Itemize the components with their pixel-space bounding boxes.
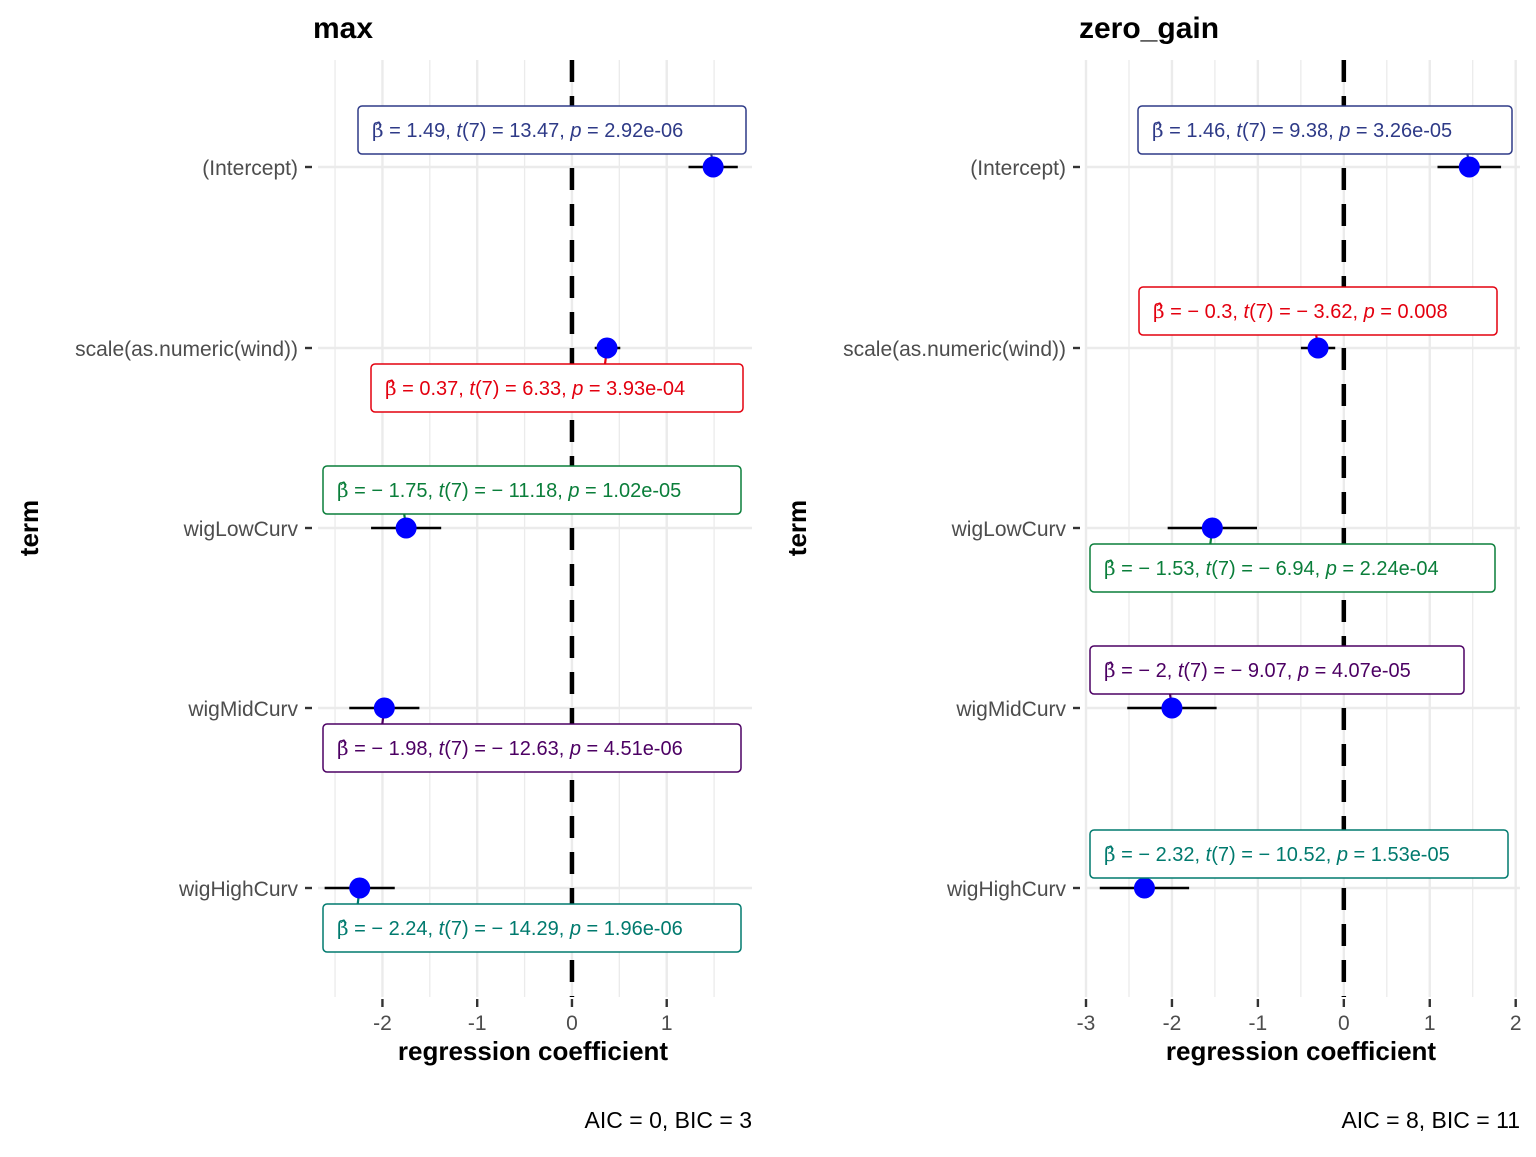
stat-label: β̂ = − 2.32, t(7) = − 10.52, p = 1.53e-0… [1089, 829, 1509, 879]
estimate-point [596, 337, 618, 359]
panel-title: zero_gain [1079, 12, 1219, 45]
model-caption: AIC = 8, BIC = 11 [1341, 1107, 1520, 1133]
stat-label: β̂ = 1.49, t(7) = 13.47, p = 2.92e-06 [357, 105, 747, 155]
model-caption: AIC = 0, BIC = 3 [585, 1107, 752, 1133]
estimate-point [1307, 337, 1329, 359]
y-tick-label: (Intercept) [970, 157, 1066, 180]
x-tick-label: -2 [373, 1012, 392, 1035]
stat-label-box [357, 105, 747, 155]
y-axis-label: term [14, 500, 44, 556]
stat-label: β̂ = − 1.98, t(7) = − 12.63, p = 4.51e-0… [322, 723, 742, 773]
x-tick-label: 0 [566, 1012, 578, 1035]
panel-title: max [313, 12, 373, 45]
panel-zero-gain: β̂ = 1.46, t(7) = 9.38, p = 3.26e-05 β̂ =… [782, 12, 1522, 1133]
stat-label-box [1089, 645, 1465, 695]
stat-label-text: β̂ = 1.49, t(7) = 13.47, p = 2.92e-06 [372, 118, 683, 142]
x-tick-label: 2 [1510, 1012, 1522, 1035]
y-axis-label: term [782, 500, 812, 556]
stat-label-text: β̂ = − 2.32, t(7) = − 10.52, p = 1.53e-0… [1104, 842, 1450, 866]
y-tick-label: wigLowCurv [183, 518, 299, 541]
stat-label-text: β̂ = − 2.24, t(7) = − 14.29, p = 1.96e-0… [337, 916, 683, 940]
estimate-point [373, 697, 395, 719]
y-tick-label: (Intercept) [202, 157, 298, 180]
stat-label-box [1089, 543, 1496, 593]
stat-label-text: β̂ = − 1.98, t(7) = − 12.63, p = 4.51e-0… [337, 736, 683, 760]
stat-label: β̂ = − 2.24, t(7) = − 14.29, p = 1.96e-0… [322, 903, 742, 953]
stat-label-text: β̂ = 1.46, t(7) = 9.38, p = 3.26e-05 [1152, 118, 1452, 142]
x-tick-label: 1 [661, 1012, 673, 1035]
x-tick-label: -1 [1249, 1012, 1268, 1035]
y-tick-label: scale(as.numeric(wind)) [75, 338, 298, 361]
x-tick-label: 1 [1424, 1012, 1436, 1035]
stat-label: β̂ = 0.37, t(7) = 6.33, p = 3.93e-04 [370, 363, 744, 413]
stat-label: β̂ = 1.46, t(7) = 9.38, p = 3.26e-05 [1137, 105, 1513, 155]
estimate-point [702, 156, 724, 178]
y-tick-label: wigHighCurv [178, 878, 299, 901]
y-tick-label: scale(as.numeric(wind)) [843, 338, 1066, 361]
x-axis-label: regression coefficient [398, 1036, 669, 1066]
stat-label: β̂ = − 0.3, t(7) = − 3.62, p = 0.008 [1138, 286, 1498, 336]
estimate-point [1201, 517, 1223, 539]
x-tick-label: -2 [1163, 1012, 1182, 1035]
stat-label: β̂ = − 2, t(7) = − 9.07, p = 4.07e-05 [1089, 645, 1465, 695]
stat-label-box [322, 903, 742, 953]
stat-label-box [1138, 286, 1498, 336]
y-tick-label: wigLowCurv [951, 518, 1067, 541]
y-tick-label: wigMidCurv [955, 698, 1066, 721]
estimate-point [395, 517, 417, 539]
stat-label-box [370, 363, 744, 413]
y-tick-label: wigHighCurv [946, 878, 1067, 901]
estimate-point [1458, 156, 1480, 178]
stat-label-box [1137, 105, 1513, 155]
stat-label-box [322, 723, 742, 773]
stat-label-text: β̂ = − 2, t(7) = − 9.07, p = 4.07e-05 [1104, 658, 1411, 682]
y-tick-label: wigMidCurv [187, 698, 298, 721]
stat-label-text: β̂ = − 1.53, t(7) = − 6.94, p = 2.24e-04 [1104, 556, 1439, 580]
stat-label-text: β̂ = − 0.3, t(7) = − 3.62, p = 0.008 [1153, 299, 1448, 323]
estimate-point [1161, 697, 1183, 719]
stat-label-box [1089, 829, 1509, 879]
x-tick-label: -1 [468, 1012, 487, 1035]
x-axis-label: regression coefficient [1166, 1036, 1437, 1066]
panel-max: β̂ = 1.49, t(7) = 13.47, p = 2.92e-06 β̂ … [14, 12, 752, 1133]
stat-label: β̂ = − 1.53, t(7) = − 6.94, p = 2.24e-04 [1089, 543, 1496, 593]
stat-label-text: β̂ = 0.37, t(7) = 6.33, p = 3.93e-04 [385, 376, 685, 400]
x-tick-label: -3 [1077, 1012, 1096, 1035]
stat-label-box [322, 465, 742, 515]
estimate-point [1133, 877, 1155, 899]
estimate-point [349, 877, 371, 899]
x-tick-label: 0 [1338, 1012, 1350, 1035]
stat-label: β̂ = − 1.75, t(7) = − 11.18, p = 1.02e-0… [322, 465, 742, 515]
stat-label-text: β̂ = − 1.75, t(7) = − 11.18, p = 1.02e-0… [337, 478, 681, 502]
